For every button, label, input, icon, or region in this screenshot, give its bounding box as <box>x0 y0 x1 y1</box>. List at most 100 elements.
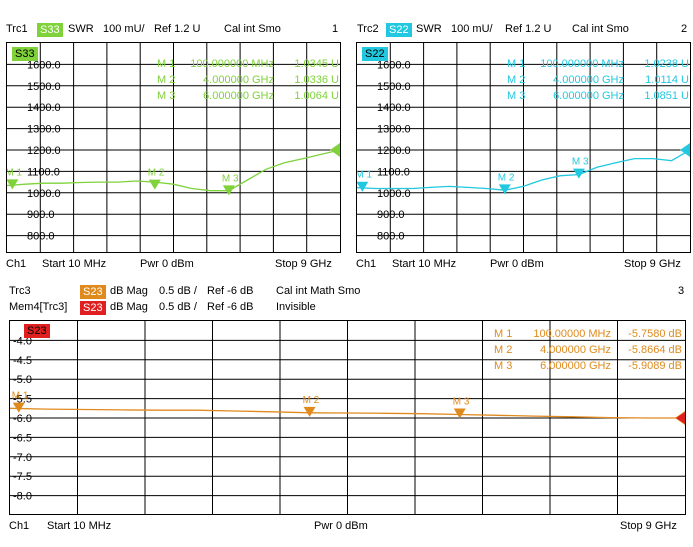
chart1-plot-area[interactable]: 1600.0 1500.0 1400.0 1300.0 1200.0 1100.0 1000… <box>6 42 341 253</box>
y-tick-label: -8.0 <box>13 491 32 503</box>
marker-table-id: M 1 <box>507 58 525 70</box>
chart1-footer-stop: Stop 9 GHz <box>275 258 332 270</box>
marker-triangle <box>148 179 161 190</box>
chart3-svg: -4.0 -4.5 -5.0 -5.5 -6.0 -6.5 -7.0 -7.5 -8.0 M 1 M… <box>10 321 685 514</box>
trace2-cal: Cal int Smo <box>572 23 629 35</box>
trace-end-arrow <box>680 143 690 157</box>
y-tick-label: 900.0 <box>377 209 405 221</box>
series-line-S23 <box>10 407 685 419</box>
marker-triangle <box>572 168 585 179</box>
trace2-label: Trc2 <box>357 23 379 35</box>
trace1-ref: Ref 1.2 U <box>154 23 201 35</box>
chart2-footer-ch: Ch1 <box>356 258 377 270</box>
trace3-ref: Ref -6 dB <box>207 285 254 297</box>
marker-table-freq: 4.000000 GHz <box>540 344 611 356</box>
y-tick-label: -6.5 <box>13 432 32 444</box>
chart2-footer-pwr: Pwr 0 dBm <box>490 258 544 270</box>
chart2-plot-area[interactable]: 1600.0 1500.0 1400.0 1300.0 1200.0 1100.0 1000… <box>356 42 691 253</box>
trace3-label: Trc3 <box>9 285 31 297</box>
chart1-footer-pwr: Pwr 0 dBm <box>140 258 194 270</box>
marker-table-id: M 2 <box>507 74 525 86</box>
marker-triangle <box>7 179 19 190</box>
marker-table-freq: 4.000000 GHz <box>203 74 274 86</box>
chart1-footer-ch: Ch1 <box>6 258 27 270</box>
trace2-ref: Ref 1.2 U <box>505 23 552 35</box>
y-tick-label: 1300.0 <box>27 124 61 136</box>
chart1-svg: 1600.0 1500.0 1400.0 1300.0 1200.0 1100.0 1000… <box>7 43 340 252</box>
marker-table-id: M 1 <box>494 328 512 340</box>
chart3-plot-area[interactable]: -4.0 -4.5 -5.0 -5.5 -6.0 -6.5 -7.0 -7.5 -8.0 M 1 M… <box>9 320 686 515</box>
y-tick-label: -4.0 <box>13 335 32 347</box>
marker-label: M 3 <box>572 157 589 168</box>
marker-table-value: -5.8664 dB <box>628 344 682 356</box>
trace2-format: SWR <box>416 23 442 35</box>
mem4-scale: 0.5 dB / <box>159 301 197 313</box>
marker-table-freq: 4.000000 GHz <box>553 74 624 86</box>
mem4-visibility: Invisible <box>276 301 316 313</box>
mem4-ref: Ref -6 dB <box>207 301 254 313</box>
y-tick-label: 800.0 <box>377 231 405 243</box>
marker-table-freq: 6.000000 GHz <box>203 90 274 102</box>
marker-triangle <box>303 406 316 417</box>
chart2-svg: 1600.0 1500.0 1400.0 1300.0 1200.0 1100.0 1000… <box>357 43 690 252</box>
marker-label: M 2 <box>148 168 165 179</box>
marker-triangle <box>357 181 369 192</box>
marker-table-value: 1.0336 U <box>294 74 339 86</box>
marker-table-id: M 3 <box>494 360 512 372</box>
trace3-cal: Cal int Math Smo <box>276 285 361 297</box>
marker-table-value: 1.0851 U <box>644 90 689 102</box>
chart2-footer-stop: Stop 9 GHz <box>624 258 681 270</box>
marker-table-freq: 100.000000 MHz <box>540 58 624 70</box>
marker-triangle <box>12 402 25 413</box>
chart3-param-badge: S23 <box>24 324 50 338</box>
y-tick-label: 800.0 <box>27 231 55 243</box>
y-tick-label: 1100.0 <box>27 166 60 178</box>
marker-label: M 1 <box>12 391 29 402</box>
chart3-number: 3 <box>678 285 685 297</box>
marker-table-value: 1.0064 U <box>294 90 339 102</box>
y-tick-label: -7.0 <box>13 452 32 464</box>
chart1-param-badge: S33 <box>12 47 38 61</box>
trace1-format: SWR <box>68 23 94 35</box>
chart3-footer-start: Start 10 MHz <box>47 520 112 532</box>
y-tick-label: 1200.0 <box>27 145 61 157</box>
chart1-number: 1 <box>332 23 339 35</box>
mem4-param-badge[interactable]: S23 <box>80 301 106 315</box>
mem4-format: dB Mag <box>110 301 148 313</box>
y-tick-label: -7.5 <box>13 471 32 483</box>
chart3-footer-stop: Stop 9 GHz <box>620 520 677 532</box>
mem4-label: Mem4[Trc3] <box>9 301 68 313</box>
y-tick-label: -4.5 <box>13 355 32 367</box>
chart3-footer-ch: Ch1 <box>9 520 30 532</box>
y-tick-label: -6.0 <box>13 413 32 425</box>
marker-label: M 1 <box>357 170 372 181</box>
marker-table-id: M 2 <box>494 344 512 356</box>
chart2-footer-start: Start 10 MHz <box>392 258 457 270</box>
y-tick-label: 1600.0 <box>27 59 61 71</box>
y-tick-label: 1300.0 <box>377 124 411 136</box>
y-tick-label: 1500.0 <box>27 81 61 93</box>
y-tick-label: 1400.0 <box>27 102 61 114</box>
marker-table-value: 1.0114 U <box>645 74 689 86</box>
y-tick-label: 1400.0 <box>377 102 411 114</box>
y-tick-label: 1000.0 <box>27 188 61 200</box>
marker-table-id: M 3 <box>157 90 175 102</box>
mem-trace-arrow <box>676 412 685 424</box>
y-tick-label: 1000.0 <box>377 188 411 200</box>
trace3-format: dB Mag <box>110 285 148 297</box>
marker-triangle <box>498 184 511 195</box>
trace1-param-badge[interactable]: S33 <box>37 23 63 37</box>
y-tick-label: 1500.0 <box>377 81 411 93</box>
trace2-param-badge[interactable]: S22 <box>386 23 412 37</box>
trace1-scale: 100 mU/ <box>103 23 145 35</box>
y-tick-label: -5.0 <box>13 374 32 386</box>
trace-end-arrow <box>330 143 340 157</box>
trace3-param-badge[interactable]: S23 <box>80 285 106 299</box>
y-tick-label: 900.0 <box>27 209 55 221</box>
chart2-param-badge: S22 <box>362 47 388 61</box>
series-line-S33 <box>7 149 340 192</box>
marker-table-value: 1.0238 U <box>644 58 689 70</box>
y-tick-label: 1200.0 <box>377 145 411 157</box>
marker-triangle <box>453 408 466 419</box>
trace1-cal: Cal int Smo <box>224 23 281 35</box>
